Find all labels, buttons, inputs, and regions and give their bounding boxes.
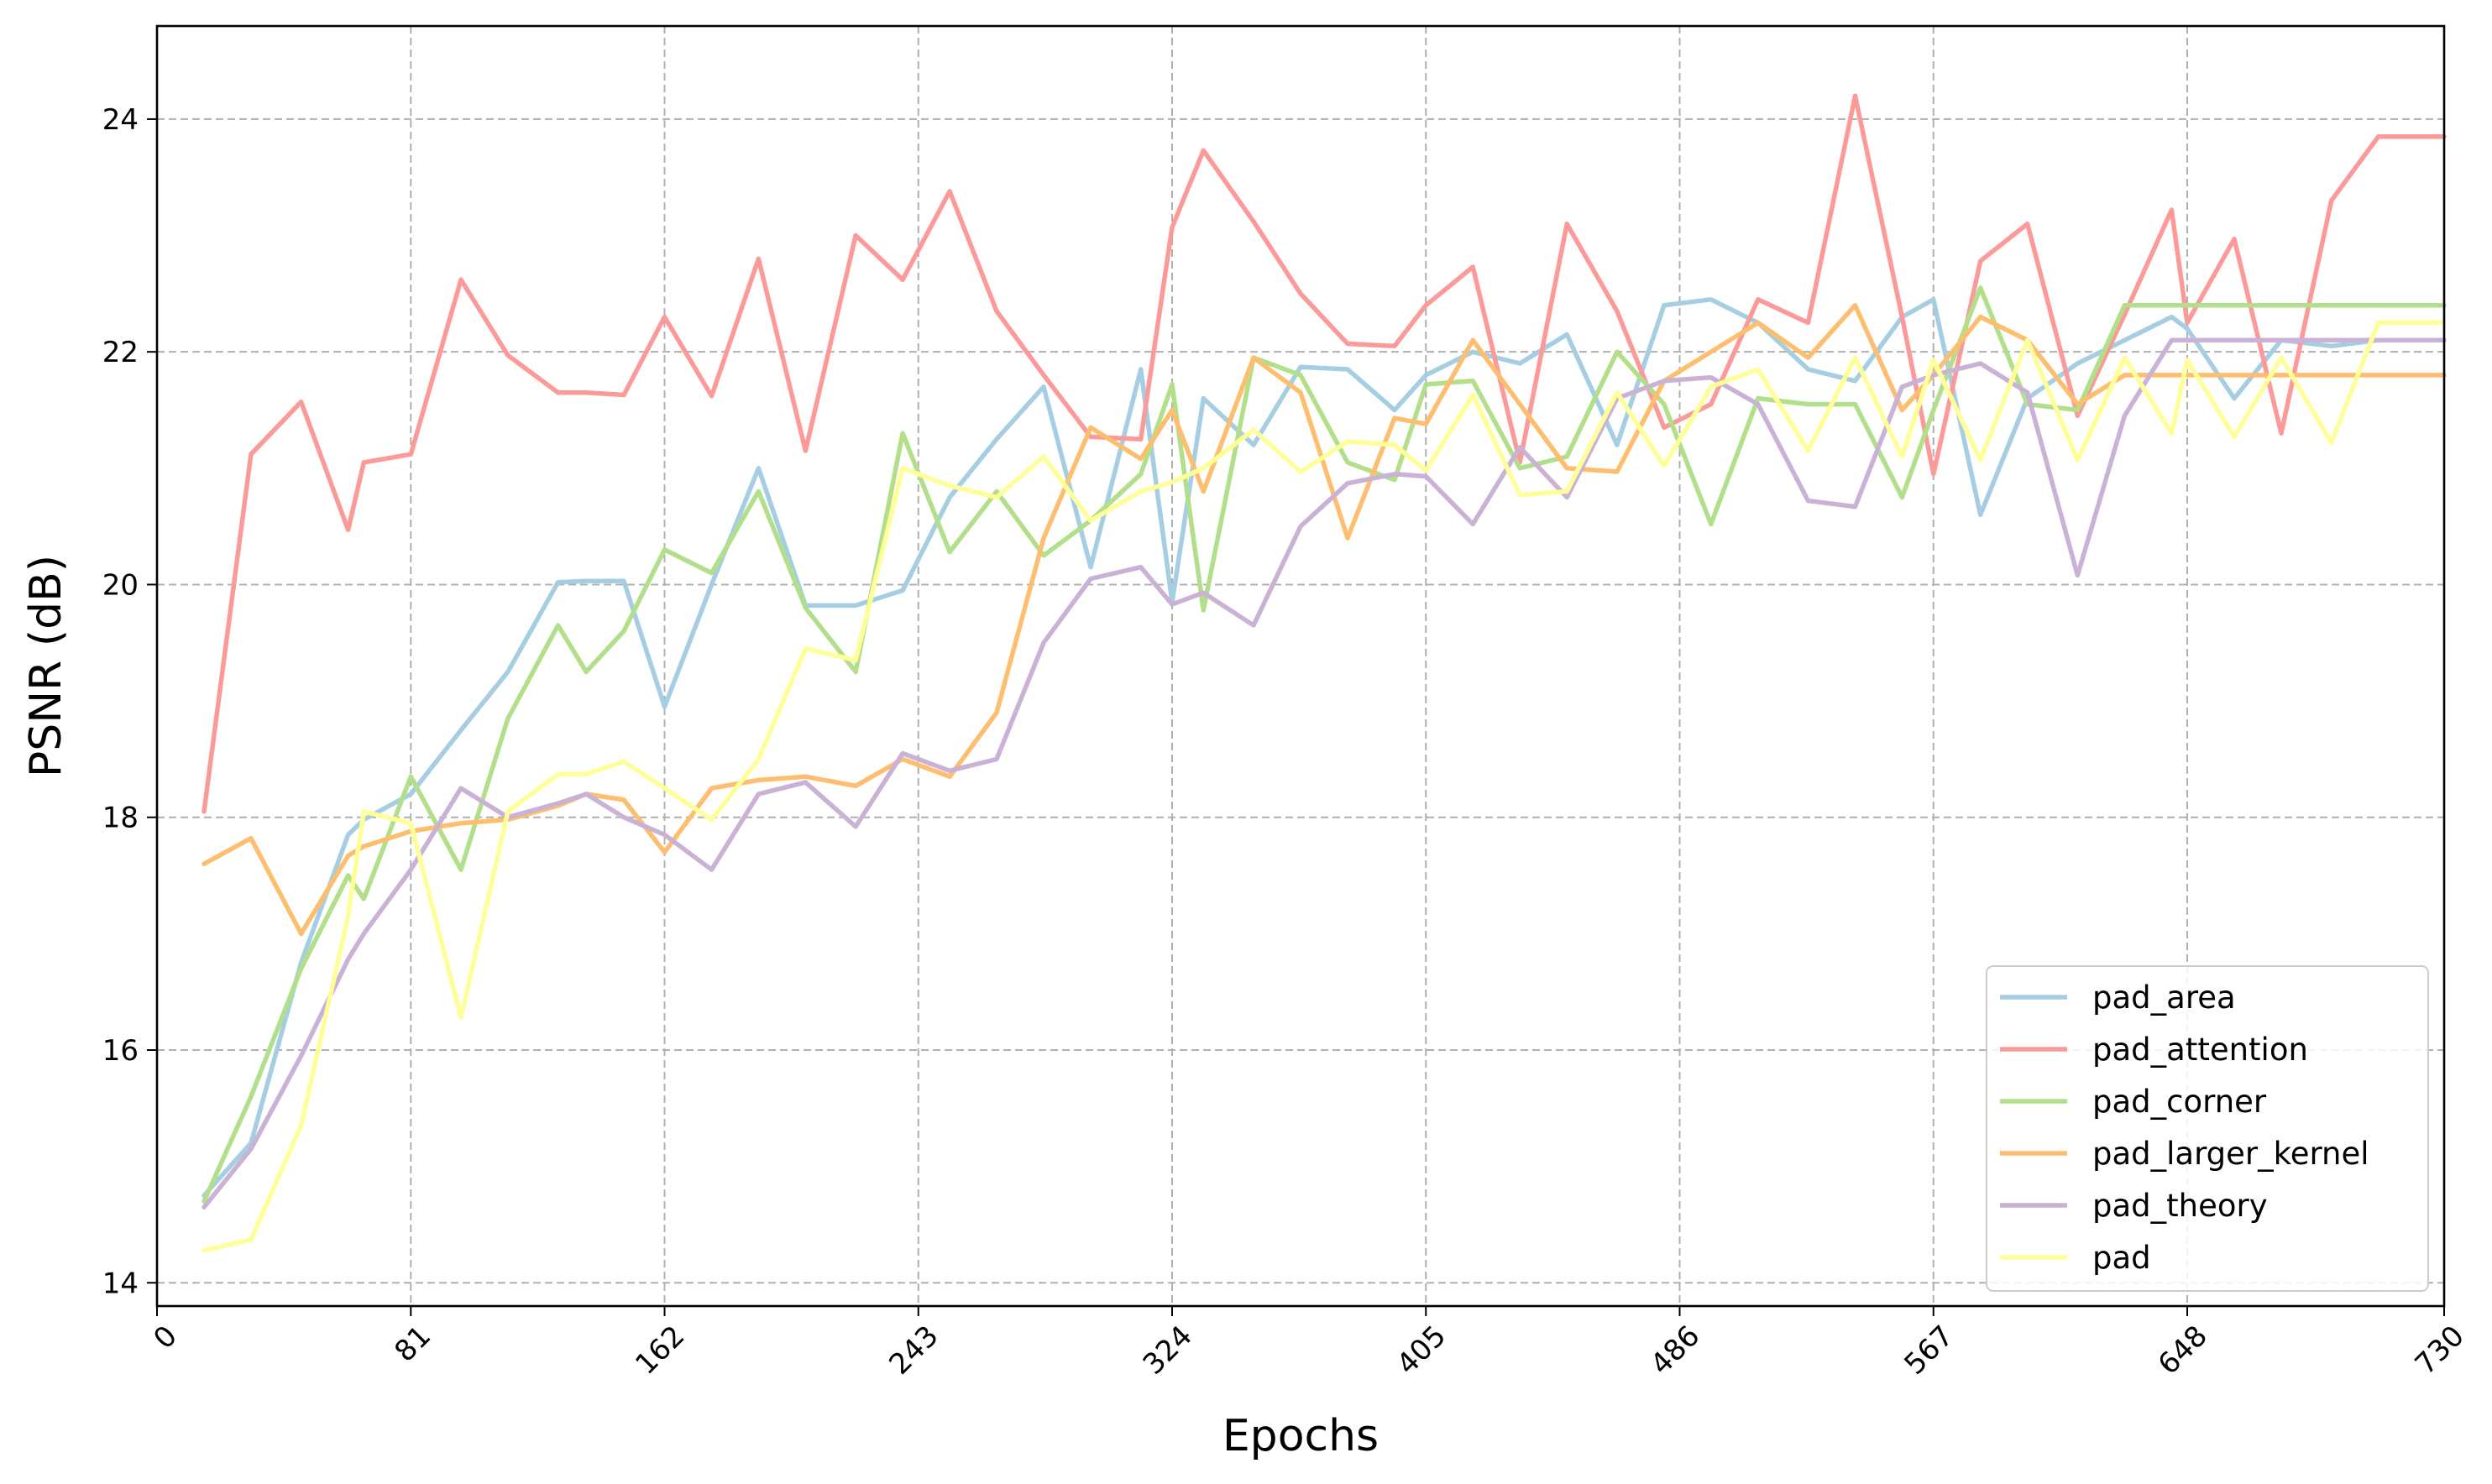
x-tick-label: 648 <box>2152 1319 2214 1382</box>
legend-label: pad_corner <box>2092 1084 2267 1120</box>
y-tick-label: 14 <box>102 1267 139 1300</box>
legend-box <box>1986 965 2429 1292</box>
x-tick-label: 324 <box>1137 1319 1199 1382</box>
series-line-pad-area <box>202 297 2447 1199</box>
series-line-pad-theory <box>202 337 2447 1210</box>
legend: pad_area pad_attention pad_corner pad_large… <box>1986 965 2429 1292</box>
y-tick-label: 16 <box>102 1034 139 1068</box>
x-axis-label: Epochs <box>1222 1411 1379 1461</box>
plot-frame <box>155 24 2446 1308</box>
legend-label: pad_attention <box>2092 1032 2308 1068</box>
series-line-pad <box>202 320 2447 1253</box>
y-axis-label: PSNR (dB) <box>21 555 71 777</box>
x-tick-label: 81 <box>388 1319 437 1369</box>
legend-label: pad_theory <box>2092 1188 2268 1224</box>
y-tick-label: 22 <box>102 336 139 369</box>
x-tick-label: 0 <box>147 1319 184 1356</box>
series-line-pad-larger-kernel <box>202 302 2447 937</box>
legend-label: pad_larger_kernel <box>2092 1136 2369 1172</box>
legend-label: pad_area <box>2092 980 2236 1016</box>
y-tick-label: 24 <box>102 103 139 137</box>
x-tick-label: 162 <box>629 1319 691 1382</box>
x-tick-label: 567 <box>1898 1319 1960 1382</box>
series-line-pad-attention <box>202 93 2447 814</box>
y-tick-label: 20 <box>102 568 139 602</box>
x-tick-label: 486 <box>1644 1319 1706 1382</box>
legend-label: pad <box>2092 1240 2151 1276</box>
y-tick-label: 18 <box>102 802 139 835</box>
series-layer <box>202 93 2447 1253</box>
x-tick-label: 405 <box>1390 1319 1453 1382</box>
series-line-pad-corner <box>202 285 2447 1204</box>
x-tick-label: 243 <box>882 1319 945 1382</box>
x-tick-label: 730 <box>2409 1319 2471 1382</box>
